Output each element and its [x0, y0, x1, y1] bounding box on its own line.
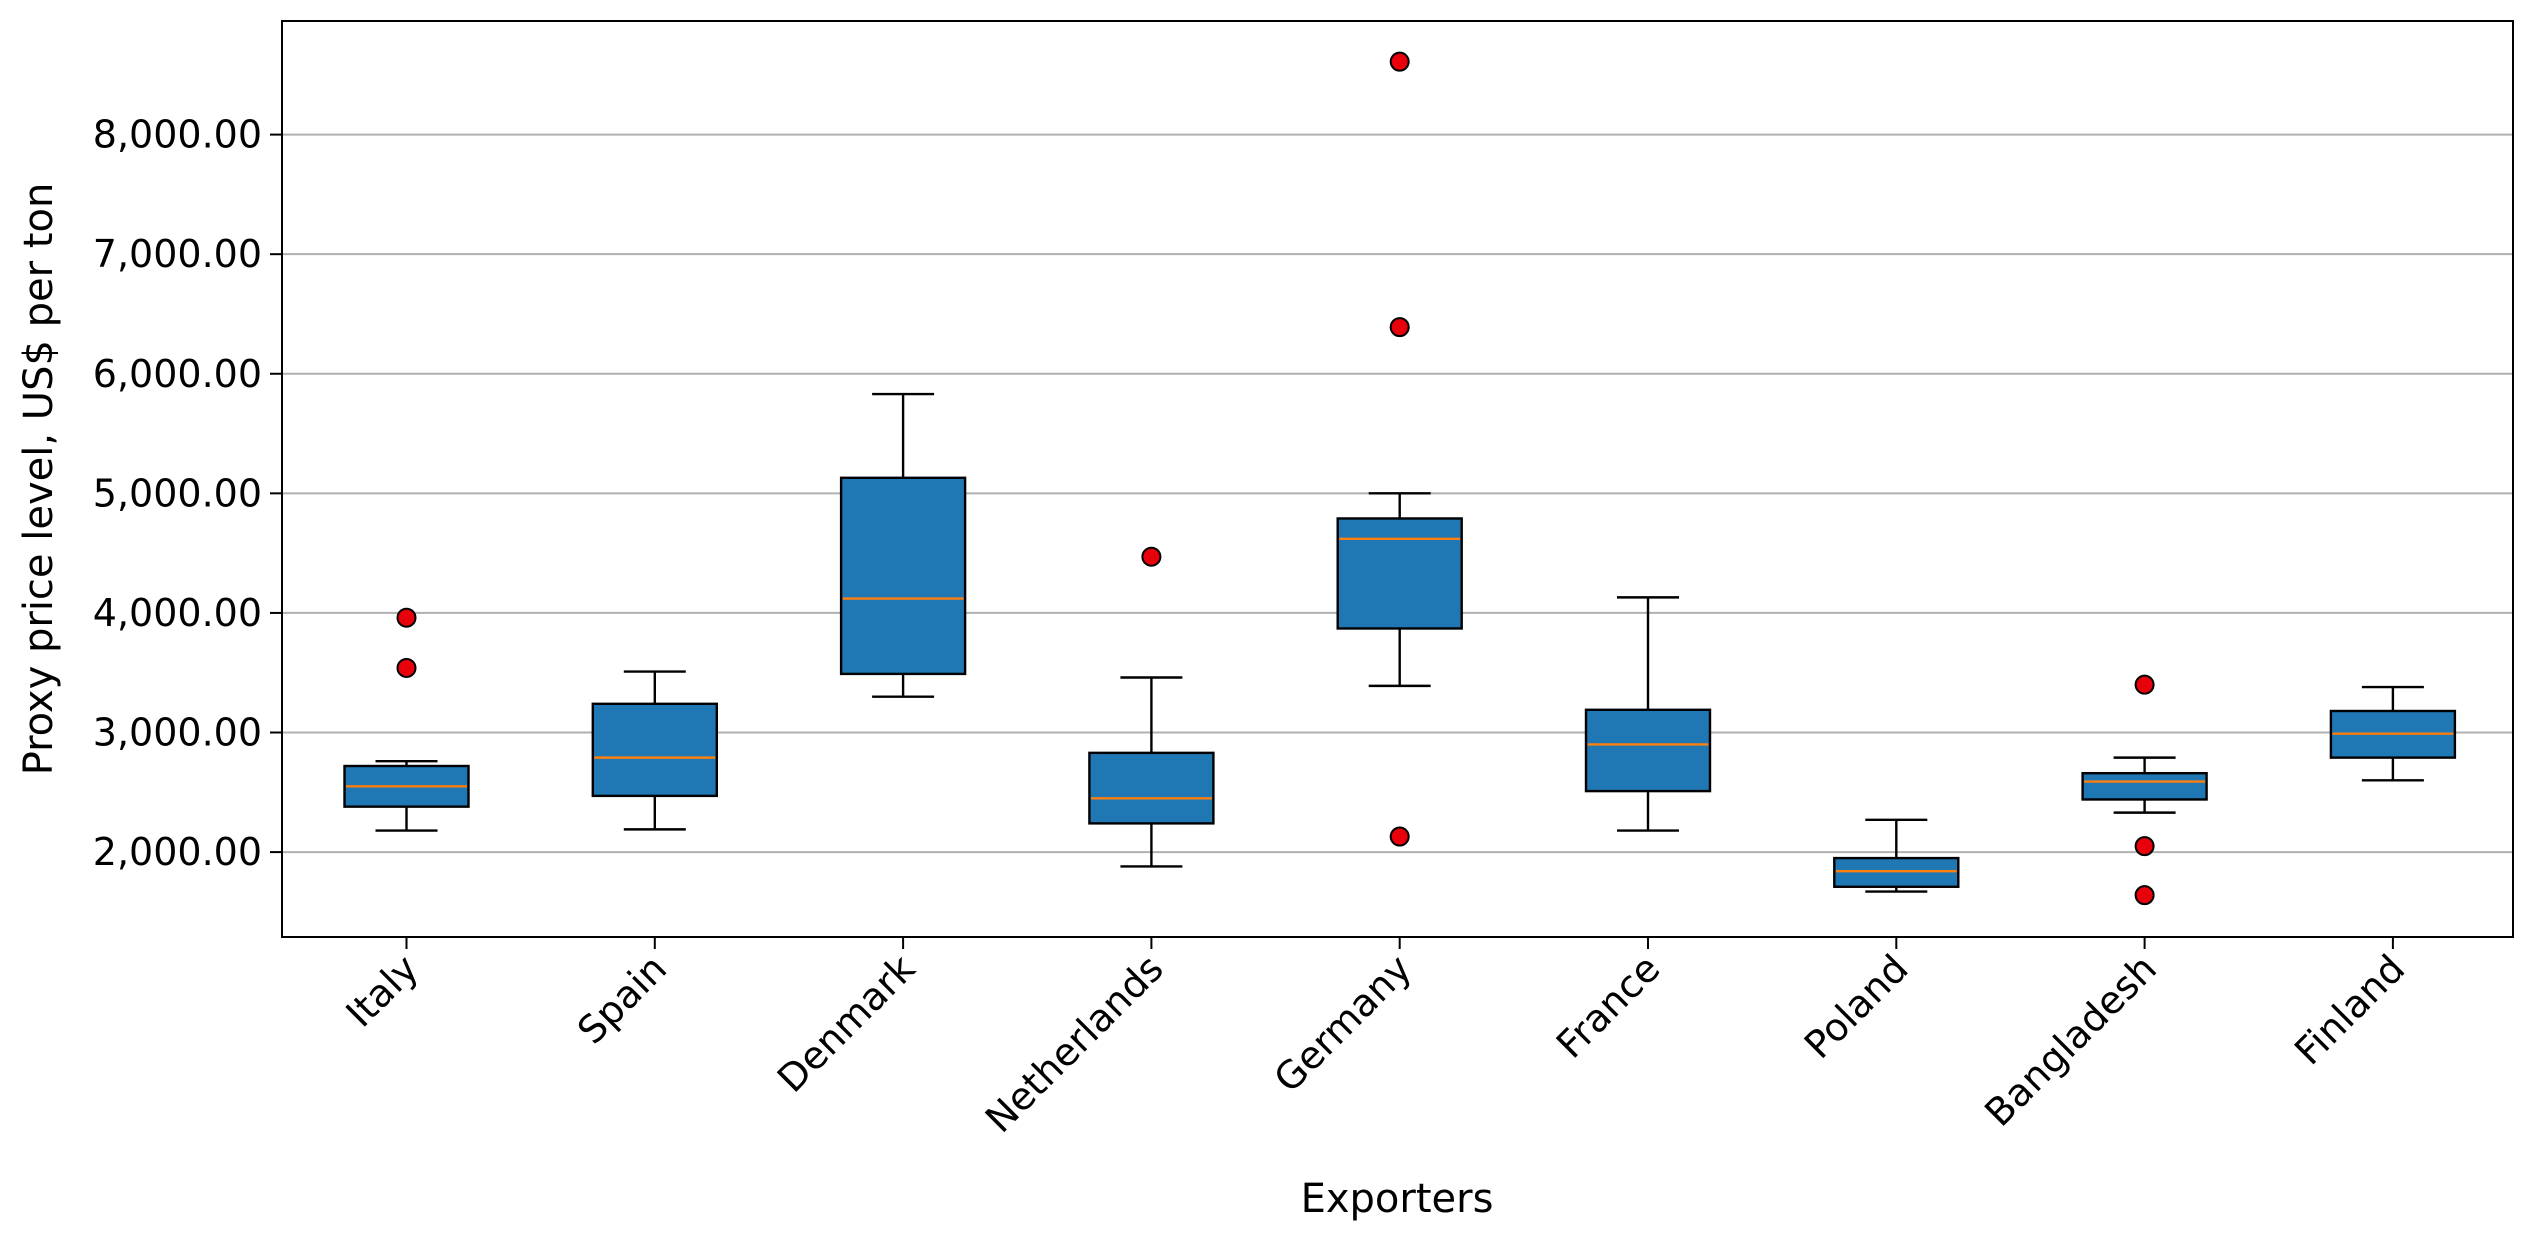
- box-group: [1336, 51, 1463, 847]
- box-group: [1584, 596, 1712, 832]
- outlier-point: [2134, 885, 2155, 906]
- y-tick-label: 2,000.00: [93, 830, 262, 874]
- y-tick-label: 6,000.00: [93, 352, 262, 396]
- box-group: [2081, 674, 2208, 906]
- x-tick-label: Finland: [2286, 946, 2413, 1073]
- box-iqr: [2081, 771, 2208, 801]
- x-tick-label: Bangladesh: [1976, 946, 2165, 1135]
- box-iqr: [1584, 708, 1712, 793]
- y-tick-label: 8,000.00: [93, 113, 262, 157]
- y-tick-label: 5,000.00: [93, 471, 262, 515]
- box-group: [343, 607, 470, 832]
- plot-area-frame: [281, 20, 2514, 938]
- box-iqr: [1336, 517, 1463, 630]
- outlier-point: [396, 657, 417, 678]
- box-group: [1088, 546, 1215, 868]
- box-iqr: [1088, 751, 1215, 825]
- box-group: [591, 670, 718, 831]
- y-tick-label: 4,000.00: [93, 591, 262, 635]
- box-plots: [343, 51, 2457, 906]
- axis-ticks: 2,000.00 3,000.00 4,000.00 5,000.00 6,000.00…: [93, 113, 2413, 1142]
- box-iqr: [591, 702, 718, 798]
- x-tick-label: Italy: [337, 946, 426, 1035]
- outlier-point: [2134, 836, 2155, 857]
- y-axis-label: Proxy price level, US$ per ton: [16, 183, 62, 776]
- outlier-point: [1389, 826, 1410, 847]
- x-tick-label: Spain: [569, 946, 675, 1052]
- y-tick-label: 3,000.00: [93, 711, 262, 755]
- outlier-point: [396, 607, 417, 628]
- outlier-point: [2134, 674, 2155, 695]
- box-group: [839, 392, 967, 698]
- x-axis-label: Exporters: [1301, 1176, 1494, 1222]
- box-iqr: [839, 476, 967, 676]
- x-tick-label: Denmark: [769, 946, 924, 1101]
- x-tick-label: Germany: [1265, 946, 1420, 1101]
- y-tick-label: 7,000.00: [93, 232, 262, 276]
- box-group: [1833, 818, 1960, 893]
- x-tick-label: Poland: [1796, 946, 1917, 1067]
- outlier-point: [1389, 317, 1410, 338]
- x-tick-label: Netherlands: [977, 946, 1172, 1141]
- outlier-point: [1141, 546, 1162, 567]
- outlier-point: [1389, 51, 1410, 72]
- x-tick-label: France: [1548, 946, 1668, 1066]
- box-group: [2329, 685, 2457, 782]
